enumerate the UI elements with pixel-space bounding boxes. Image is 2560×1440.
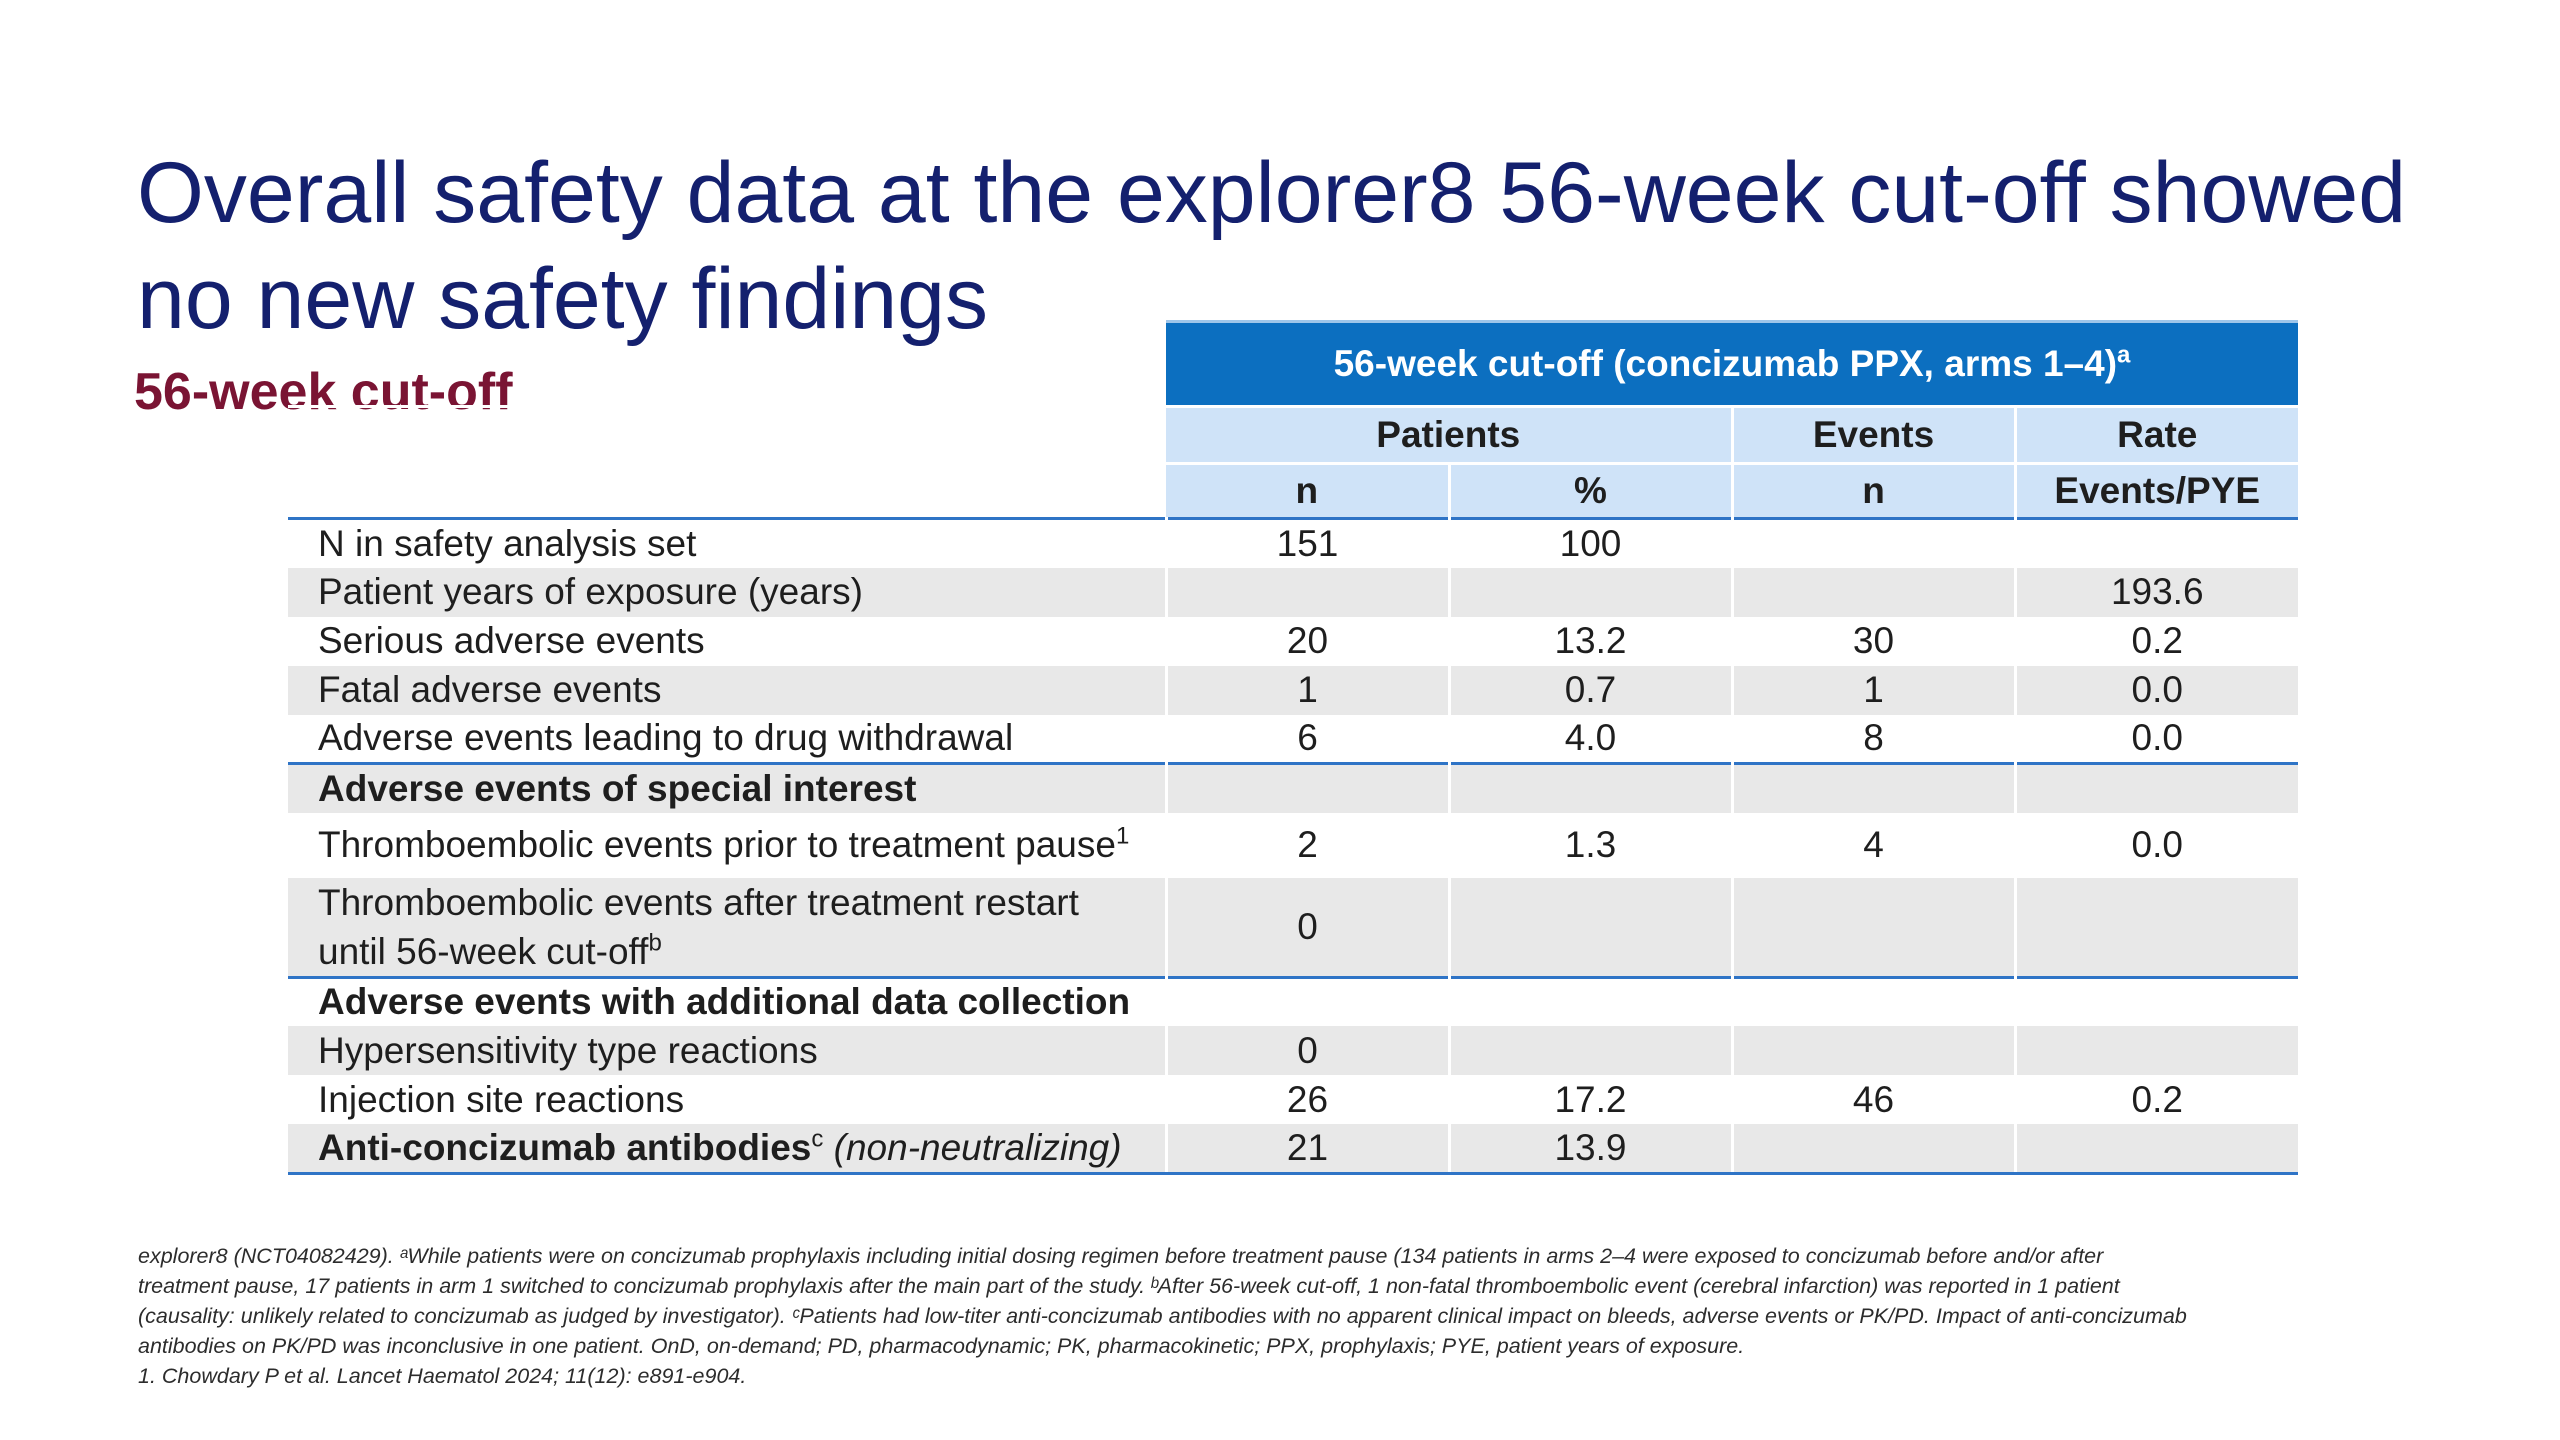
cell-events-n: 8 xyxy=(1730,714,2015,764)
footnote-marker: b xyxy=(648,929,662,957)
row-label: Fatal adverse events xyxy=(288,665,1166,715)
cell-events-n xyxy=(1730,518,2015,568)
section-title-special-interest: Adverse events of special interest xyxy=(288,762,1166,813)
table-row: Injection site reactions 26 17.2 46 0.2 xyxy=(288,1075,2298,1124)
table-header-main: 56-week cut-off (concizumab PPX, arms 1–… xyxy=(1166,320,2298,407)
cell-patients-n: 20 xyxy=(1164,616,1449,666)
cell-patients-n: 0 xyxy=(1164,1026,1449,1075)
subheader-patients-n: n xyxy=(1166,462,1449,519)
footnote-line: treatment pause, 17 patients in arm 1 sw… xyxy=(138,1274,2120,1298)
cell-patients-n: 2 xyxy=(1164,812,1449,878)
cell-patients-n: 0 xyxy=(1164,877,1449,977)
section-header-row: Adverse events of special interest xyxy=(288,762,2298,813)
cell-events-n: 30 xyxy=(1730,616,2015,666)
footnote-marker: 1 xyxy=(1115,822,1130,850)
cell-patients-n: 6 xyxy=(1164,714,1449,764)
table-row: Thromboembolic events after treatment re… xyxy=(288,877,2298,977)
footnotes: explorer8 (NCT04082429). ᵃWhile patients… xyxy=(138,1241,2468,1391)
row-label: Thromboembolic events after treatment re… xyxy=(288,877,1166,977)
table-row: Anti-concizumab antibodiesc (non-neutral… xyxy=(288,1124,2298,1175)
slide-title: Overall safety data at the explorer8 56-… xyxy=(137,140,2457,352)
table-row: Hypersensitivity type reactions 0 xyxy=(288,1026,2298,1075)
cell-rate: 0.2 xyxy=(2013,1075,2298,1124)
cell-patients-pct: 0.7 xyxy=(1447,665,1732,715)
cell-events-n xyxy=(1730,567,2015,617)
table-row: Thromboembolic events prior to treatment… xyxy=(288,812,2298,878)
table-row: Serious adverse events 20 13.2 30 0.2 xyxy=(288,616,2298,666)
footnote-marker: a xyxy=(2117,341,2131,369)
slide-title-line-2: no new safety findings xyxy=(137,251,988,347)
cell-events-n: 1 xyxy=(1730,665,2015,715)
cell-events-n: 4 xyxy=(1730,812,2015,878)
cell-patients-n: 151 xyxy=(1164,518,1449,568)
table-header-row: 56-week cut-off (concizumab PPX, arms 1–… xyxy=(288,320,2298,407)
header-spacer xyxy=(288,462,1166,519)
footnote-reference: 1. Chowdary P et al. Lancet Haematol 202… xyxy=(138,1364,747,1388)
cell-patients-pct: 4.0 xyxy=(1447,714,1732,764)
row-label: Anti-concizumab antibodiesc (non-neutral… xyxy=(288,1124,1166,1175)
cell-rate: 0.2 xyxy=(2013,616,2298,666)
footnote-marker: c xyxy=(811,1125,824,1153)
row-label: Hypersensitivity type reactions xyxy=(288,1026,1166,1075)
cell-patients-pct: 1.3 xyxy=(1447,812,1732,878)
section-title-additional-data: Adverse events with additional data coll… xyxy=(288,975,1166,1026)
safety-data-table: 56-week cut-off (concizumab PPX, arms 1–… xyxy=(288,320,2298,1175)
row-label: Injection site reactions xyxy=(318,1078,685,1120)
table-subheader-row: n % n Events/PYE xyxy=(288,462,2298,519)
row-label: Adverse events leading to drug withdrawa… xyxy=(318,717,1014,759)
header-rate: Rate xyxy=(2013,405,2298,464)
cell-patients-pct: 17.2 xyxy=(1447,1075,1732,1124)
cell-patients-n xyxy=(1164,567,1449,617)
cell-rate: 0.0 xyxy=(2013,714,2298,764)
subheader-patients-pct: % xyxy=(1447,462,1732,519)
cell-rate: 0.0 xyxy=(2013,812,2298,878)
subheader-events-n: n xyxy=(1730,462,2015,519)
cell-patients-n: 26 xyxy=(1164,1075,1449,1124)
slide-title-line-1: Overall safety data at the explorer8 56-… xyxy=(137,145,2407,241)
table-row: N in safety analysis set 151 100 xyxy=(288,518,2298,568)
section-header-row: Adverse events with additional data coll… xyxy=(288,975,2298,1026)
cell-patients-n: 21 xyxy=(1164,1124,1449,1175)
header-events: Events xyxy=(1730,405,2015,464)
row-label: Patient years of exposure (years) xyxy=(288,567,1166,617)
table-row: Fatal adverse events 1 0.7 1 0.0 xyxy=(288,665,2298,715)
cell-patients-pct: 13.2 xyxy=(1447,616,1732,666)
footnote-line: antibodies on PK/PD was inconclusive in … xyxy=(138,1334,1745,1358)
cell-rate xyxy=(2013,518,2298,568)
footnote-line: explorer8 (NCT04082429). ᵃWhile patients… xyxy=(138,1244,2104,1268)
footnote-line: (causality: unlikely related to concizum… xyxy=(138,1304,2187,1328)
table-row: Adverse events leading to drug withdrawa… xyxy=(288,714,2298,764)
header-spacer xyxy=(288,322,1166,407)
cell-events-n: 46 xyxy=(1730,1075,2015,1124)
cell-patients-n: 1 xyxy=(1164,665,1449,715)
cell-patients-pct xyxy=(1447,567,1732,617)
row-label: N in safety analysis set xyxy=(318,522,697,564)
header-spacer xyxy=(288,405,1166,464)
row-label: Thromboembolic events prior to treatment… xyxy=(318,822,1130,865)
cell-rate: 193.6 xyxy=(2013,567,2298,617)
table-row: Patient years of exposure (years) 193.6 xyxy=(288,567,2298,617)
row-label: Serious adverse events xyxy=(318,620,705,661)
header-patients: Patients xyxy=(1166,405,1732,464)
subheader-rate-unit: Events/PYE xyxy=(2013,462,2298,519)
cell-patients-pct: 100 xyxy=(1447,518,1732,568)
cell-patients-pct: 13.9 xyxy=(1447,1124,1732,1175)
cell-rate: 0.0 xyxy=(2013,665,2298,715)
table-group-header-row: Patients Events Rate xyxy=(288,405,2298,464)
